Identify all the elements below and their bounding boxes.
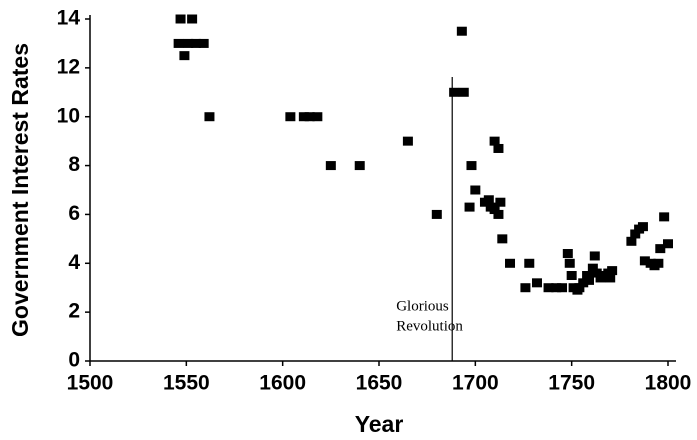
point bbox=[495, 197, 506, 207]
x-tick-label: 1600 bbox=[259, 372, 306, 395]
point bbox=[204, 112, 215, 122]
point bbox=[637, 222, 648, 232]
point bbox=[325, 161, 336, 171]
y-tick-label: 2 bbox=[68, 300, 80, 323]
point bbox=[582, 271, 593, 280]
point bbox=[626, 236, 637, 246]
point bbox=[564, 258, 575, 268]
point bbox=[312, 112, 323, 122]
point bbox=[566, 271, 577, 280]
x-tick-label: 1650 bbox=[356, 372, 403, 395]
point bbox=[589, 251, 600, 261]
point bbox=[543, 283, 554, 293]
x-tick-label: 1750 bbox=[548, 372, 595, 395]
x-tick-label: 1550 bbox=[163, 372, 210, 395]
y-tick-label: 12 bbox=[57, 55, 80, 78]
point bbox=[591, 268, 602, 278]
point bbox=[173, 38, 184, 48]
point bbox=[198, 38, 209, 48]
point bbox=[584, 275, 595, 285]
point bbox=[354, 161, 365, 171]
point bbox=[578, 278, 589, 288]
y-tick-label: 6 bbox=[68, 202, 80, 225]
point bbox=[574, 283, 585, 293]
point bbox=[605, 273, 616, 283]
point bbox=[402, 136, 413, 146]
point bbox=[659, 212, 670, 222]
point bbox=[190, 38, 201, 48]
point bbox=[531, 278, 542, 288]
point bbox=[175, 14, 186, 24]
x-tick-label: 1500 bbox=[67, 372, 114, 395]
point bbox=[663, 239, 673, 249]
point bbox=[639, 256, 650, 266]
point bbox=[187, 14, 198, 24]
point bbox=[466, 161, 477, 171]
point bbox=[456, 26, 467, 36]
y-tick-label: 14 bbox=[57, 7, 81, 30]
point bbox=[520, 283, 531, 293]
annotation: Revolution bbox=[396, 318, 463, 334]
point bbox=[464, 202, 475, 212]
point bbox=[562, 249, 573, 259]
point bbox=[285, 112, 296, 122]
point bbox=[587, 263, 598, 273]
annotation: Glorious bbox=[396, 298, 449, 314]
point bbox=[653, 258, 664, 268]
x-axis-title: Year bbox=[355, 411, 404, 437]
point bbox=[489, 136, 500, 146]
point bbox=[551, 283, 562, 293]
point bbox=[179, 51, 190, 61]
point bbox=[493, 143, 504, 153]
y-tick-label: 10 bbox=[57, 104, 80, 127]
point bbox=[493, 209, 504, 219]
y-tick-label: 0 bbox=[68, 349, 80, 372]
point bbox=[298, 112, 309, 122]
point bbox=[458, 87, 469, 97]
point bbox=[557, 283, 568, 293]
point bbox=[630, 229, 641, 239]
point bbox=[470, 185, 481, 195]
point bbox=[607, 266, 618, 276]
x-tick-label: 1800 bbox=[645, 372, 692, 395]
point bbox=[449, 87, 460, 97]
point bbox=[304, 112, 315, 122]
x-tick-label: 1700 bbox=[452, 372, 499, 395]
point bbox=[489, 205, 500, 215]
point bbox=[483, 195, 494, 205]
point bbox=[655, 244, 666, 254]
point bbox=[524, 258, 535, 268]
y-axis-title: Government Interest Rates bbox=[7, 43, 33, 337]
y-tick-label: 8 bbox=[68, 153, 80, 176]
y-tick-label: 4 bbox=[68, 251, 80, 274]
point bbox=[497, 234, 508, 244]
point bbox=[505, 258, 516, 268]
point bbox=[183, 38, 194, 48]
point bbox=[431, 209, 442, 219]
